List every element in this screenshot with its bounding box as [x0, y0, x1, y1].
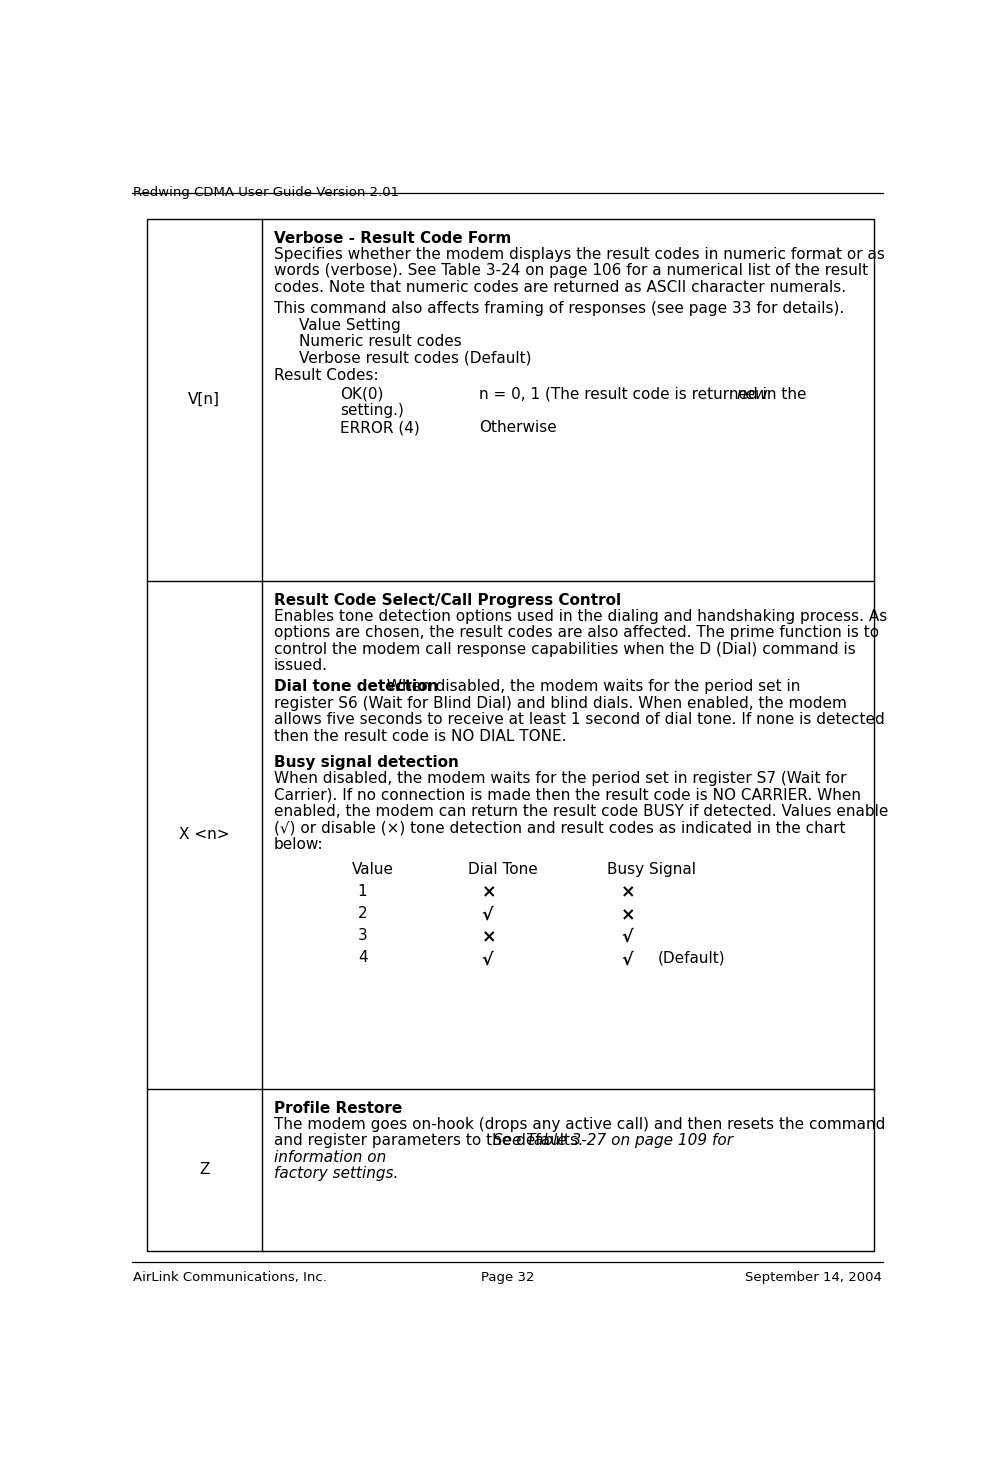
Text: setting.): setting.) — [340, 403, 404, 417]
Text: Verbose result codes (Default): Verbose result codes (Default) — [299, 350, 532, 366]
Text: Specifies whether the modem displays the result codes in numeric format or as: Specifies whether the modem displays the… — [274, 247, 885, 262]
Text: Dial tone detection: Dial tone detection — [274, 679, 439, 694]
Text: new: new — [737, 387, 768, 401]
Text: Profile Restore: Profile Restore — [274, 1101, 402, 1116]
Text: This command also affects framing of responses (see page 33 for details).: This command also affects framing of res… — [274, 300, 844, 316]
Text: 1: 1 — [357, 883, 367, 898]
Text: n = 0, 1 (The result code is returned in the: n = 0, 1 (The result code is returned in… — [479, 387, 812, 401]
Text: codes. Note that numeric codes are returned as ASCII character numerals.: codes. Note that numeric codes are retur… — [274, 279, 846, 294]
Text: V[n]: V[n] — [188, 392, 221, 407]
Text: 2: 2 — [357, 906, 367, 920]
Text: When disabled, the modem waits for the period set in: When disabled, the modem waits for the p… — [382, 679, 800, 694]
Text: information on: information on — [274, 1150, 386, 1164]
Text: Z: Z — [199, 1163, 210, 1177]
Text: ×: × — [482, 883, 496, 901]
Text: Carrier). If no connection is made then the result code is NO CARRIER. When: Carrier). If no connection is made then … — [274, 788, 861, 803]
Text: Value Setting: Value Setting — [299, 318, 401, 332]
Text: OK(0): OK(0) — [340, 387, 383, 401]
Text: √: √ — [622, 928, 633, 947]
Text: Enables tone detection options used in the dialing and handshaking process. As: Enables tone detection options used in t… — [274, 609, 887, 623]
Text: Verbose - Result Code Form: Verbose - Result Code Form — [274, 231, 512, 245]
Text: words (verbose). See Table 3-24 on page 106 for a numerical list of the result: words (verbose). See Table 3-24 on page … — [274, 263, 868, 278]
Text: Dial Tone: Dial Tone — [468, 861, 538, 876]
Text: Otherwise: Otherwise — [479, 420, 557, 435]
Text: Result Code Select/Call Progress Control: Result Code Select/Call Progress Control — [274, 592, 622, 609]
Text: enabled, the modem can return the result code BUSY if detected. Values enable: enabled, the modem can return the result… — [274, 804, 888, 819]
Text: below:: below: — [274, 836, 324, 851]
Text: 4: 4 — [357, 950, 367, 966]
Text: ×: × — [622, 906, 636, 925]
Text: September 14, 2004: September 14, 2004 — [744, 1272, 882, 1285]
Text: X <n>: X <n> — [179, 828, 230, 842]
Text: √: √ — [482, 950, 493, 969]
Text: Result Codes:: Result Codes: — [274, 368, 379, 382]
Text: ×: × — [622, 883, 636, 901]
Text: factory settings.: factory settings. — [274, 1166, 398, 1182]
Text: AirLink Communications, Inc.: AirLink Communications, Inc. — [133, 1272, 327, 1285]
Text: ERROR (4): ERROR (4) — [340, 420, 420, 435]
Text: then the result code is NO DIAL TONE.: then the result code is NO DIAL TONE. — [274, 729, 566, 744]
Text: Page 32: Page 32 — [480, 1272, 535, 1285]
Text: Value: Value — [351, 861, 394, 876]
Text: The modem goes on-hook (drops any active call) and then resets the command: The modem goes on-hook (drops any active… — [274, 1117, 885, 1132]
Text: See Table 3-27 on page 109 for: See Table 3-27 on page 109 for — [493, 1133, 733, 1148]
Text: (√) or disable (×) tone detection and result codes as indicated in the chart: (√) or disable (×) tone detection and re… — [274, 820, 845, 835]
Text: ×: × — [482, 928, 496, 947]
Text: register S6 (Wait for Blind Dial) and blind dials. When enabled, the modem: register S6 (Wait for Blind Dial) and bl… — [274, 695, 847, 711]
Text: √: √ — [482, 906, 493, 925]
Text: √: √ — [622, 950, 633, 969]
Text: Redwing CDMA User Guide Version 2.01: Redwing CDMA User Guide Version 2.01 — [133, 185, 399, 198]
Text: (Default): (Default) — [657, 950, 726, 966]
Text: Numeric result codes: Numeric result codes — [299, 334, 461, 350]
Text: allows five seconds to receive at least 1 second of dial tone. If none is detect: allows five seconds to receive at least … — [274, 711, 885, 728]
Text: When disabled, the modem waits for the period set in register S7 (Wait for: When disabled, the modem waits for the p… — [274, 772, 846, 786]
Text: options are chosen, the result codes are also affected. The prime function is to: options are chosen, the result codes are… — [274, 625, 879, 641]
Text: and register parameters to the defaults.: and register parameters to the defaults. — [274, 1133, 588, 1148]
Text: 3: 3 — [357, 928, 367, 944]
Text: Busy signal detection: Busy signal detection — [274, 756, 459, 770]
Text: control the modem call response capabilities when the D (Dial) command is: control the modem call response capabili… — [274, 641, 855, 657]
Text: Busy Signal: Busy Signal — [607, 861, 696, 876]
Text: issued.: issued. — [274, 659, 328, 673]
